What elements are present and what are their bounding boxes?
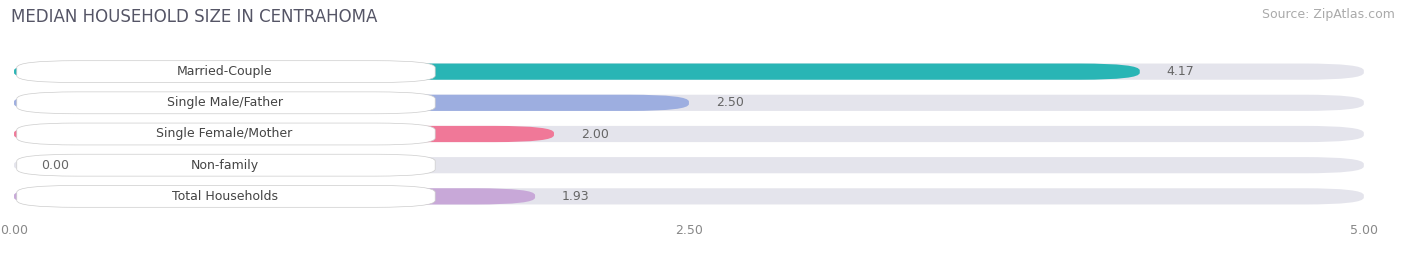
FancyBboxPatch shape [14,64,1140,80]
FancyBboxPatch shape [17,154,436,176]
Text: MEDIAN HOUSEHOLD SIZE IN CENTRAHOMA: MEDIAN HOUSEHOLD SIZE IN CENTRAHOMA [11,8,378,26]
Text: 0.00: 0.00 [41,159,69,172]
FancyBboxPatch shape [14,126,1364,142]
FancyBboxPatch shape [17,185,436,207]
Text: Total Households: Total Households [172,190,277,203]
Text: 1.93: 1.93 [562,190,589,203]
Text: 2.00: 2.00 [581,128,609,140]
Text: Non-family: Non-family [191,159,259,172]
Text: Single Female/Mother: Single Female/Mother [156,128,292,140]
FancyBboxPatch shape [14,188,536,204]
Text: Source: ZipAtlas.com: Source: ZipAtlas.com [1261,8,1395,21]
Text: Single Male/Father: Single Male/Father [167,96,283,109]
FancyBboxPatch shape [14,126,554,142]
FancyBboxPatch shape [17,92,436,114]
FancyBboxPatch shape [17,61,436,83]
FancyBboxPatch shape [17,123,436,145]
Text: 2.50: 2.50 [716,96,744,109]
FancyBboxPatch shape [14,95,689,111]
FancyBboxPatch shape [14,188,1364,204]
Text: 4.17: 4.17 [1167,65,1195,78]
FancyBboxPatch shape [14,64,1364,80]
FancyBboxPatch shape [14,157,1364,173]
Text: Married-Couple: Married-Couple [177,65,273,78]
FancyBboxPatch shape [14,95,1364,111]
